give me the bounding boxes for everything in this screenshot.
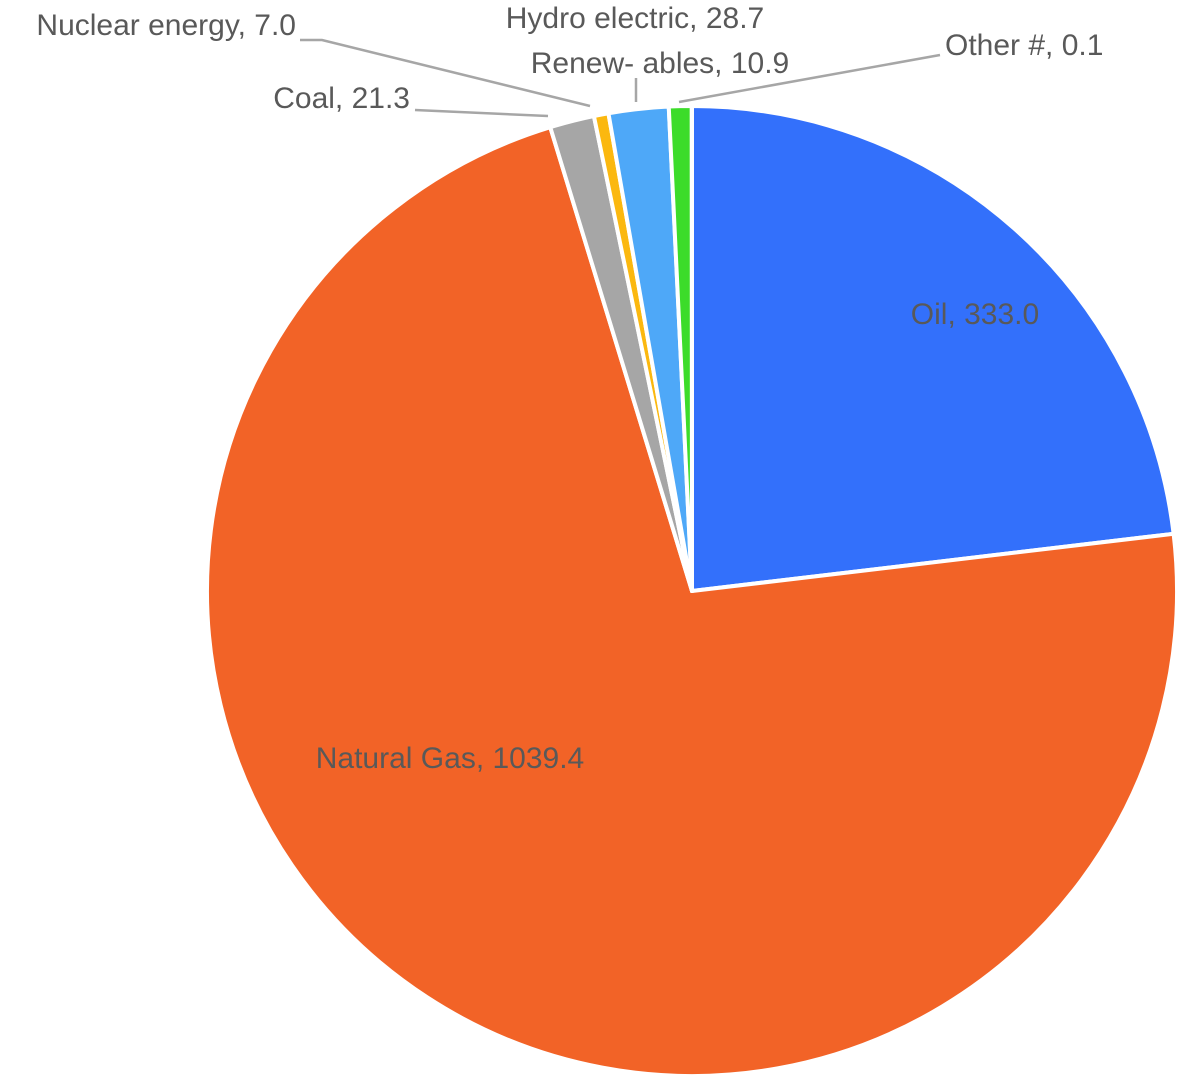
data-label: Renew- ables, 10.9 <box>531 47 790 80</box>
data-label: Oil, 333.0 <box>911 298 1039 331</box>
data-label: Coal, 21.3 <box>273 82 410 115</box>
pie-slices <box>205 103 1179 1078</box>
leader-line <box>678 53 941 104</box>
pie-slice-oil <box>690 104 1176 593</box>
pie-slice-natural-gas <box>205 125 1179 1078</box>
leader-line <box>300 38 591 108</box>
data-labels: Oil, 333.0 Natural Gas, 1039.4 Coal, 21.3 N… <box>36 2 1103 775</box>
data-label: Nuclear energy, 7.0 <box>36 9 296 42</box>
leader-lines <box>300 38 941 118</box>
leader-line <box>414 108 549 118</box>
data-label: Hydro electric, 28.7 <box>506 2 764 35</box>
data-label: Natural Gas, 1039.4 <box>316 742 585 775</box>
data-label: Other #, 0.1 <box>945 29 1103 62</box>
